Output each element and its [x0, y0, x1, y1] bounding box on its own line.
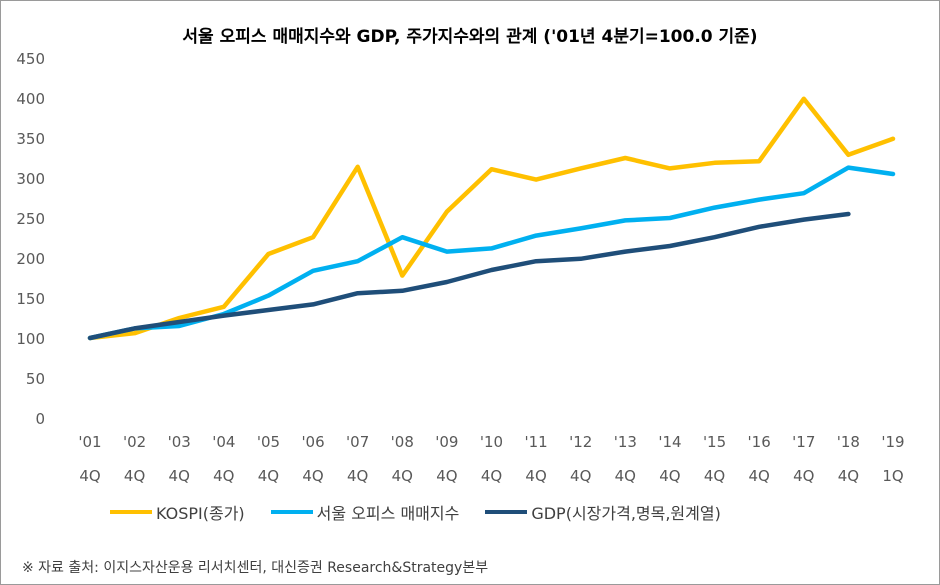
x-tick-label: 4Q: [347, 467, 368, 485]
x-tick-label: '12: [569, 433, 592, 451]
x-tick-label: 4Q: [302, 467, 323, 485]
x-tick-label: 4Q: [748, 467, 769, 485]
x-tick-label: 4Q: [124, 467, 145, 485]
x-tick-label: '16: [748, 433, 771, 451]
series-line-2: [87, 211, 851, 341]
y-tick-label: 450: [16, 50, 45, 68]
x-tick-label: '18: [837, 433, 860, 451]
y-tick-label: 350: [16, 130, 45, 148]
x-tick-label: '14: [658, 433, 681, 451]
x-tick-label: 4Q: [793, 467, 814, 485]
x-tick-label: '05: [257, 433, 280, 451]
legend-swatch: [270, 510, 313, 514]
y-tick-label: 100: [16, 330, 45, 348]
x-tick-label: 4Q: [570, 467, 591, 485]
x-tick-label: 4Q: [258, 467, 279, 485]
x-tick-label: 4Q: [704, 467, 725, 485]
legend-item-kospi: KOSPI(종가): [110, 500, 245, 524]
x-tick-label: 4Q: [79, 467, 100, 485]
x-tick-label: '19: [881, 433, 904, 451]
y-tick-label: 200: [16, 250, 45, 268]
x-tick-label: '09: [435, 433, 458, 451]
x-tick-label: 4Q: [838, 467, 859, 485]
y-tick-label: 0: [35, 410, 45, 428]
x-tick-label: '13: [614, 433, 637, 451]
chart-title: 서울 오피스 매매지수와 GDP, 주가지수와의 관계 ('01년 4분기=10…: [182, 27, 758, 47]
x-tick-label: '06: [301, 433, 324, 451]
legend-item-gdp: GDP(시장가격,명목,원계열): [485, 500, 721, 524]
y-tick-label: 150: [16, 290, 45, 308]
x-tick-label: '17: [792, 433, 815, 451]
legend-item-seoul-office: 서울 오피스 매매지수: [270, 500, 460, 524]
legend-swatch: [110, 510, 152, 514]
x-tick-label: '10: [480, 433, 503, 451]
y-tick-label: 50: [26, 370, 45, 388]
x-tick-label: 4Q: [213, 467, 234, 485]
x-tick-label: 4Q: [436, 467, 457, 485]
line-chart: 0 50 100 150 200 250 300 350 400 450 '01 4Q '02 4Q '03…: [16, 50, 904, 485]
x-tick-label: '11: [525, 433, 548, 451]
x-tick-label: 4Q: [481, 467, 502, 485]
x-tick-label: 1Q: [882, 467, 903, 485]
x-tick-label: 4Q: [659, 467, 680, 485]
x-tick-label: '03: [168, 433, 191, 451]
x-tick-label: '02: [123, 433, 146, 451]
x-tick-label: '15: [703, 433, 726, 451]
x-tick-label: '04: [212, 433, 235, 451]
y-tick-label: 300: [16, 170, 45, 188]
y-tick-label: 250: [16, 210, 45, 228]
legend-swatch: [485, 510, 528, 514]
legend: KOSPI(종가) 서울 오피스 매매지수 GDP(시장가격,명목,원계열): [110, 500, 721, 524]
x-tick-label: 4Q: [525, 467, 546, 485]
source-note: ※ 자료 출처: 이지스자산운용 리서치센터, 대신증권 Research&St…: [22, 560, 489, 576]
y-tick-label: 400: [16, 90, 45, 108]
x-tick-label: 4Q: [615, 467, 636, 485]
legend-label: KOSPI(종가): [156, 504, 245, 523]
x-tick-label: '07: [346, 433, 369, 451]
series-line-0: [87, 96, 896, 341]
x-tick-label: 4Q: [169, 467, 190, 485]
x-tick-label: '08: [391, 433, 414, 451]
x-tick-label: 4Q: [392, 467, 413, 485]
legend-label: GDP(시장가격,명목,원계열): [531, 504, 721, 523]
x-tick-label: '01: [78, 433, 101, 451]
legend-label: 서울 오피스 매매지수: [316, 504, 460, 523]
